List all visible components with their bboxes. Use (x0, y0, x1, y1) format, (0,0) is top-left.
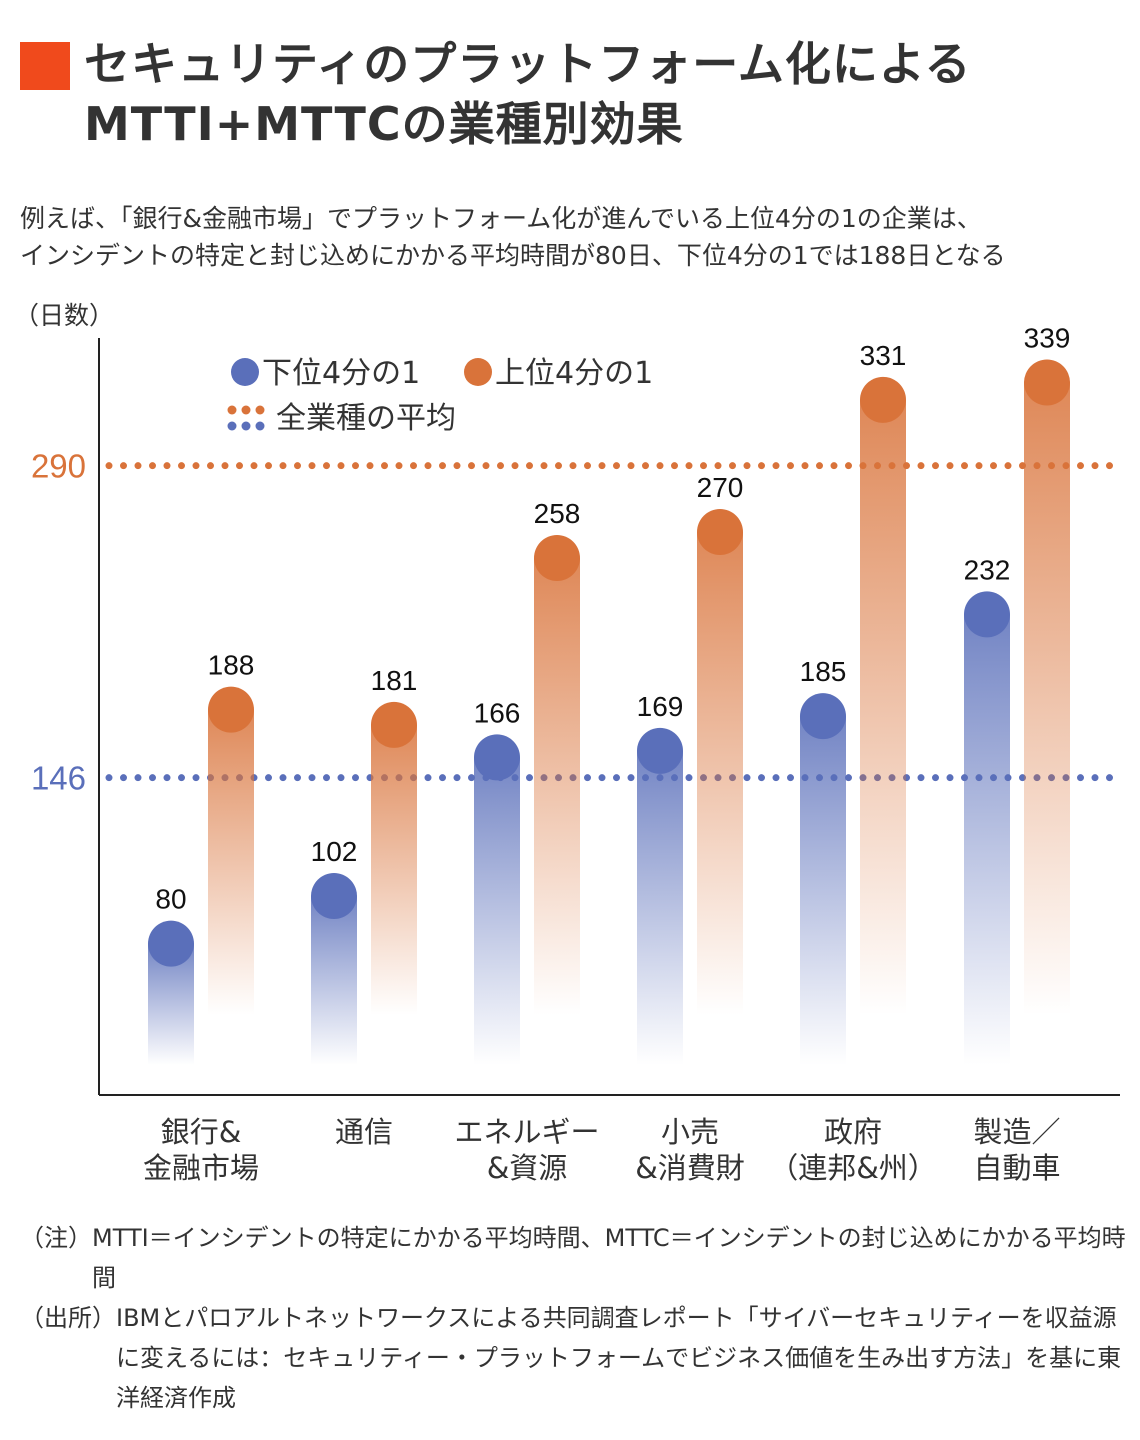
legend-marker (464, 358, 492, 386)
title-line-1: セキュリティのプラットフォーム化による (84, 37, 972, 91)
x-tick-label: 銀行& (161, 1115, 242, 1149)
bar (637, 750, 683, 1065)
y-axis-label: （日数） (14, 301, 115, 330)
data-point (148, 920, 194, 967)
bar (534, 558, 580, 1015)
x-tick-label: 小売 (661, 1115, 719, 1149)
bar (371, 724, 417, 1015)
source-key: （出所） (20, 1304, 116, 1332)
bar (860, 399, 906, 1015)
data-point (860, 376, 906, 423)
x-tick-label: 通信 (335, 1115, 393, 1149)
data-label: 331 (860, 340, 907, 371)
data-point (371, 701, 417, 748)
note-annotation: （注） MTTI＝インシデントの特定にかかる平均時間、MTTC＝インシデントの封… (20, 1218, 1130, 1298)
y-tick-label: 290 (31, 448, 86, 485)
bar (964, 614, 1010, 1065)
data-point (474, 734, 520, 781)
data-label: 188 (208, 650, 255, 681)
data-label: 102 (311, 836, 358, 867)
x-tick-label: &資源 (487, 1151, 568, 1185)
legend-marker (231, 358, 259, 386)
data-label: 80 (155, 884, 186, 915)
y-tick-label: 146 (31, 760, 86, 797)
data-point (208, 686, 254, 733)
legend-dot (241, 405, 251, 415)
data-label: 258 (534, 498, 581, 529)
data-point (964, 591, 1010, 638)
x-tick-label: &消費財 (635, 1151, 745, 1185)
data-point (637, 727, 683, 774)
bar (474, 757, 520, 1065)
data-label: 169 (637, 691, 684, 722)
subtitle-line-1: 例えば、「銀行&金融市場」でプラットフォーム化が進んでいる上位4分の1の企業は、 (20, 204, 982, 233)
legend-dot (227, 405, 237, 415)
legend-dot (241, 421, 251, 431)
bar (697, 532, 743, 1015)
data-point (534, 535, 580, 581)
chart-subtitle: 例えば、「銀行&金融市場」でプラットフォーム化が進んでいる上位4分の1の企業は、… (20, 200, 1130, 274)
bar (1024, 382, 1070, 1015)
chart-title: セキュリティのプラットフォーム化による MTTI+MTTCの業種別効果 (84, 34, 971, 154)
bar (311, 896, 357, 1065)
subtitle-line-2: インシデントの特定と封じ込めにかかる平均時間が80日、下位4分の1では188日と… (20, 241, 1006, 270)
note-key: （注） (20, 1224, 92, 1252)
data-point (697, 509, 743, 555)
data-point (311, 873, 357, 919)
legend-label: 全業種の平均 (276, 401, 456, 436)
source-text: IBMとパロアルトネットワークスによる共同調査レポート「サイバーセキュリティーを… (116, 1304, 1122, 1412)
x-tick-label: 政府 (824, 1115, 882, 1149)
x-tick-label: エネルギー (454, 1115, 599, 1149)
title-line-2: MTTI+MTTCの業種別効果 (84, 97, 684, 151)
note-source: （出所） IBMとパロアルトネットワークスによる共同調査レポート「サイバーセキュ… (20, 1298, 1130, 1418)
x-tick-label: 自動車 (973, 1151, 1060, 1185)
legend-dot (255, 405, 265, 415)
legend-dot (255, 421, 265, 431)
data-label: 270 (697, 472, 744, 503)
notes: （注） MTTI＝インシデントの特定にかかる平均時間、MTTC＝インシデントの封… (20, 1218, 1130, 1418)
legend-label: 下位4分の1 (262, 356, 420, 391)
data-label: 185 (800, 656, 847, 687)
note-text: MTTI＝インシデントの特定にかかる平均時間、MTTC＝インシデントの封じ込めに… (92, 1224, 1126, 1292)
data-label: 232 (964, 554, 1011, 585)
x-tick-label: 製造／ (973, 1115, 1060, 1149)
legend-label: 上位4分の1 (495, 356, 653, 391)
bar (208, 709, 254, 1015)
x-tick-label: 金融市場 (143, 1151, 259, 1185)
data-point (1024, 359, 1070, 406)
data-label: 166 (474, 697, 521, 728)
x-tick-label: （連邦&州） (769, 1151, 937, 1185)
legend-dot (227, 421, 237, 431)
data-label: 339 (1024, 323, 1071, 354)
data-label: 181 (371, 665, 418, 696)
chart: 290 146 80 188 銀行&金融市場 102 181 通信 166 258 エネルギー&資源… (31, 323, 1124, 1185)
title-mark (20, 42, 70, 90)
bar (800, 716, 846, 1065)
data-point (800, 693, 846, 740)
